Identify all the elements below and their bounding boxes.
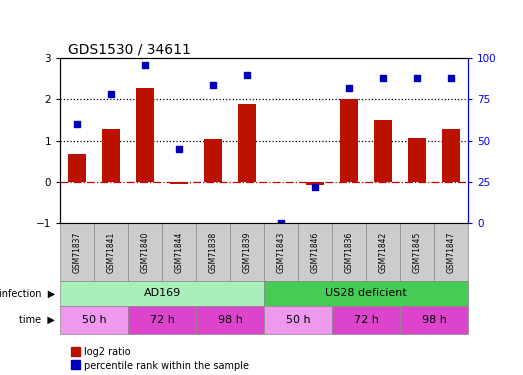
Bar — [238, 104, 256, 182]
Point — [379, 75, 388, 81]
Bar — [128, 306, 196, 334]
Bar — [374, 120, 392, 182]
Text: 72 h: 72 h — [354, 315, 379, 325]
Point — [447, 75, 456, 81]
Point — [243, 72, 252, 78]
Text: 50 h: 50 h — [82, 315, 107, 325]
Text: GSM71842: GSM71842 — [379, 231, 388, 273]
Bar — [298, 223, 332, 281]
Bar — [170, 182, 188, 184]
Bar — [264, 223, 298, 281]
Bar — [340, 99, 358, 182]
Bar — [400, 223, 434, 281]
Bar — [60, 281, 264, 306]
Bar — [442, 129, 460, 182]
Text: GSM71839: GSM71839 — [243, 231, 252, 273]
Bar — [102, 129, 120, 182]
Bar — [332, 223, 366, 281]
Text: 98 h: 98 h — [422, 315, 447, 325]
Text: US28 deficient: US28 deficient — [325, 288, 407, 298]
Point — [345, 85, 354, 91]
Bar — [196, 306, 264, 334]
Text: GSM71840: GSM71840 — [141, 231, 150, 273]
Point — [311, 184, 320, 190]
Bar — [264, 306, 332, 334]
Point — [209, 81, 218, 87]
Point — [413, 75, 422, 81]
Bar — [94, 223, 128, 281]
Text: 98 h: 98 h — [218, 315, 243, 325]
Bar — [60, 223, 94, 281]
Text: GSM71846: GSM71846 — [311, 231, 320, 273]
Bar — [332, 306, 400, 334]
Text: GSM71838: GSM71838 — [209, 231, 218, 273]
Point — [277, 220, 286, 226]
Bar — [204, 139, 222, 182]
Point — [175, 146, 184, 152]
Text: GDS1530 / 34611: GDS1530 / 34611 — [69, 43, 191, 57]
Text: time  ▶: time ▶ — [19, 315, 55, 325]
Text: AD169: AD169 — [143, 288, 181, 298]
Point — [107, 92, 116, 98]
Bar — [230, 223, 264, 281]
Text: GSM71847: GSM71847 — [447, 231, 456, 273]
Point — [141, 62, 150, 68]
Bar — [196, 223, 230, 281]
Bar — [128, 223, 162, 281]
Text: GSM71844: GSM71844 — [175, 231, 184, 273]
Bar — [60, 306, 128, 334]
Text: GSM71845: GSM71845 — [413, 231, 422, 273]
Text: log2 ratio: log2 ratio — [84, 348, 131, 357]
Bar — [264, 281, 468, 306]
Text: 50 h: 50 h — [286, 315, 311, 325]
Text: GSM71836: GSM71836 — [345, 231, 354, 273]
Text: 72 h: 72 h — [150, 315, 175, 325]
Text: GSM71841: GSM71841 — [107, 231, 116, 273]
Text: infection  ▶: infection ▶ — [0, 288, 55, 298]
Bar — [434, 223, 468, 281]
Bar — [408, 138, 426, 182]
Bar — [366, 223, 400, 281]
Bar — [306, 182, 324, 185]
Text: percentile rank within the sample: percentile rank within the sample — [84, 361, 249, 370]
Bar — [68, 154, 86, 182]
Bar — [162, 223, 196, 281]
Bar — [136, 88, 154, 182]
Point — [73, 121, 82, 127]
Bar — [400, 306, 468, 334]
Text: GSM71843: GSM71843 — [277, 231, 286, 273]
Text: GSM71837: GSM71837 — [73, 231, 82, 273]
